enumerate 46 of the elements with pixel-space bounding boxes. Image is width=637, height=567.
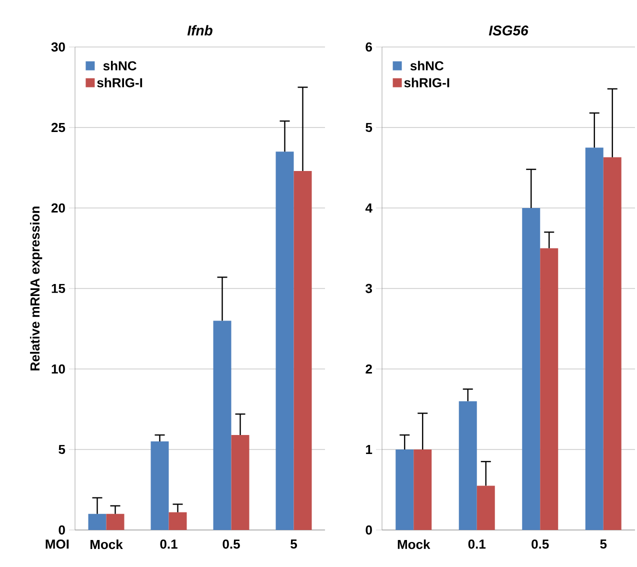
y-tick-label: 25 [51,122,66,132]
y-tick-label: 3 [366,284,372,294]
bar [213,320,232,530]
bar [150,441,169,530]
x-tick-label: 5 [600,540,607,549]
bar [414,449,432,530]
bar [458,401,477,530]
x-tick-label: 0.1 [468,540,486,549]
y-tick-label: 4 [365,204,372,212]
x-tick-label: Mock [90,540,123,550]
y-axis-title: Relative mRNA expression [30,206,42,370]
x-tick-label: 5 [290,540,298,549]
y-tick-label: 15 [52,284,66,294]
chart-title: Ifnb [187,25,212,36]
y-tick-label: 1 [366,445,372,454]
x-tick-label: 0.5 [222,540,240,549]
legend-label: shNC [410,60,444,70]
x-tick-label: 0.1 [160,540,178,549]
bar [476,486,495,530]
bar [231,434,250,530]
y-tick-label: 30 [51,42,65,52]
bar [276,152,294,530]
legend-label: shRIG-I [404,78,450,88]
x-axis-title: MOI [46,540,69,549]
bar [88,514,106,530]
bar [106,514,124,530]
x-tick-label: 0.5 [532,540,549,549]
y-tick-label: 5 [58,444,66,454]
chart-title: ISG56 [488,26,528,36]
y-tick-label: 0 [58,525,65,535]
y-tick-label: 20 [51,203,65,213]
x-tick-label: Mock [398,540,430,550]
bar [585,148,604,530]
y-tick-label: 2 [366,364,372,374]
y-tick-label: 6 [366,42,372,52]
bar [540,248,558,530]
legend-label: shRIG-I [97,78,142,88]
bar [522,208,540,530]
bar [396,449,414,530]
bar [168,512,187,530]
legend-label: shNC [103,60,136,70]
bar [603,157,622,530]
y-tick-label: 10 [52,364,65,374]
y-tick-label: 0 [366,525,372,535]
y-tick-label: 5 [366,122,372,132]
bar [294,170,312,530]
